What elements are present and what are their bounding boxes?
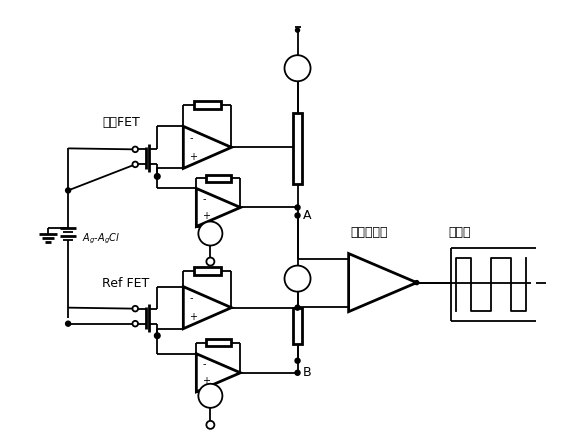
Circle shape — [284, 266, 311, 292]
Bar — [293, 112, 302, 184]
Circle shape — [199, 384, 222, 408]
Circle shape — [199, 221, 222, 246]
Circle shape — [206, 421, 214, 429]
Circle shape — [132, 306, 138, 311]
Text: -: - — [189, 133, 193, 143]
Text: Ref FET: Ref FET — [102, 277, 149, 290]
Bar — [293, 308, 302, 344]
Circle shape — [295, 205, 300, 210]
Circle shape — [132, 321, 138, 327]
Circle shape — [415, 280, 419, 284]
Text: +: + — [189, 152, 197, 162]
Text: +: + — [203, 211, 210, 221]
Circle shape — [154, 174, 160, 179]
Polygon shape — [196, 189, 241, 227]
Bar — [206, 175, 231, 182]
Bar — [194, 101, 220, 109]
Circle shape — [132, 162, 138, 167]
Text: 尿素FET: 尿素FET — [102, 116, 140, 129]
Text: +: + — [203, 376, 210, 386]
Circle shape — [296, 28, 300, 32]
Polygon shape — [183, 287, 231, 329]
Text: A$_g$-A$_g$Cl: A$_g$-A$_g$Cl — [82, 231, 121, 246]
Circle shape — [154, 333, 160, 339]
Text: A: A — [302, 209, 311, 222]
Text: -: - — [189, 293, 193, 303]
Text: 整动放大器: 整动放大器 — [351, 226, 388, 239]
Polygon shape — [183, 126, 231, 168]
Circle shape — [66, 188, 71, 193]
Polygon shape — [348, 254, 417, 312]
Text: -: - — [203, 194, 206, 204]
Circle shape — [295, 305, 300, 310]
Bar — [206, 339, 231, 346]
Text: B: B — [302, 366, 311, 379]
Circle shape — [206, 258, 214, 266]
Circle shape — [295, 213, 300, 218]
Circle shape — [295, 370, 300, 375]
Text: 记录器: 记录器 — [449, 226, 471, 239]
Text: -: - — [203, 359, 206, 369]
Bar — [194, 267, 220, 275]
Polygon shape — [196, 354, 241, 392]
Circle shape — [132, 146, 138, 152]
Circle shape — [284, 55, 311, 81]
Circle shape — [295, 358, 300, 363]
Circle shape — [66, 321, 71, 326]
Text: +: + — [189, 312, 197, 322]
